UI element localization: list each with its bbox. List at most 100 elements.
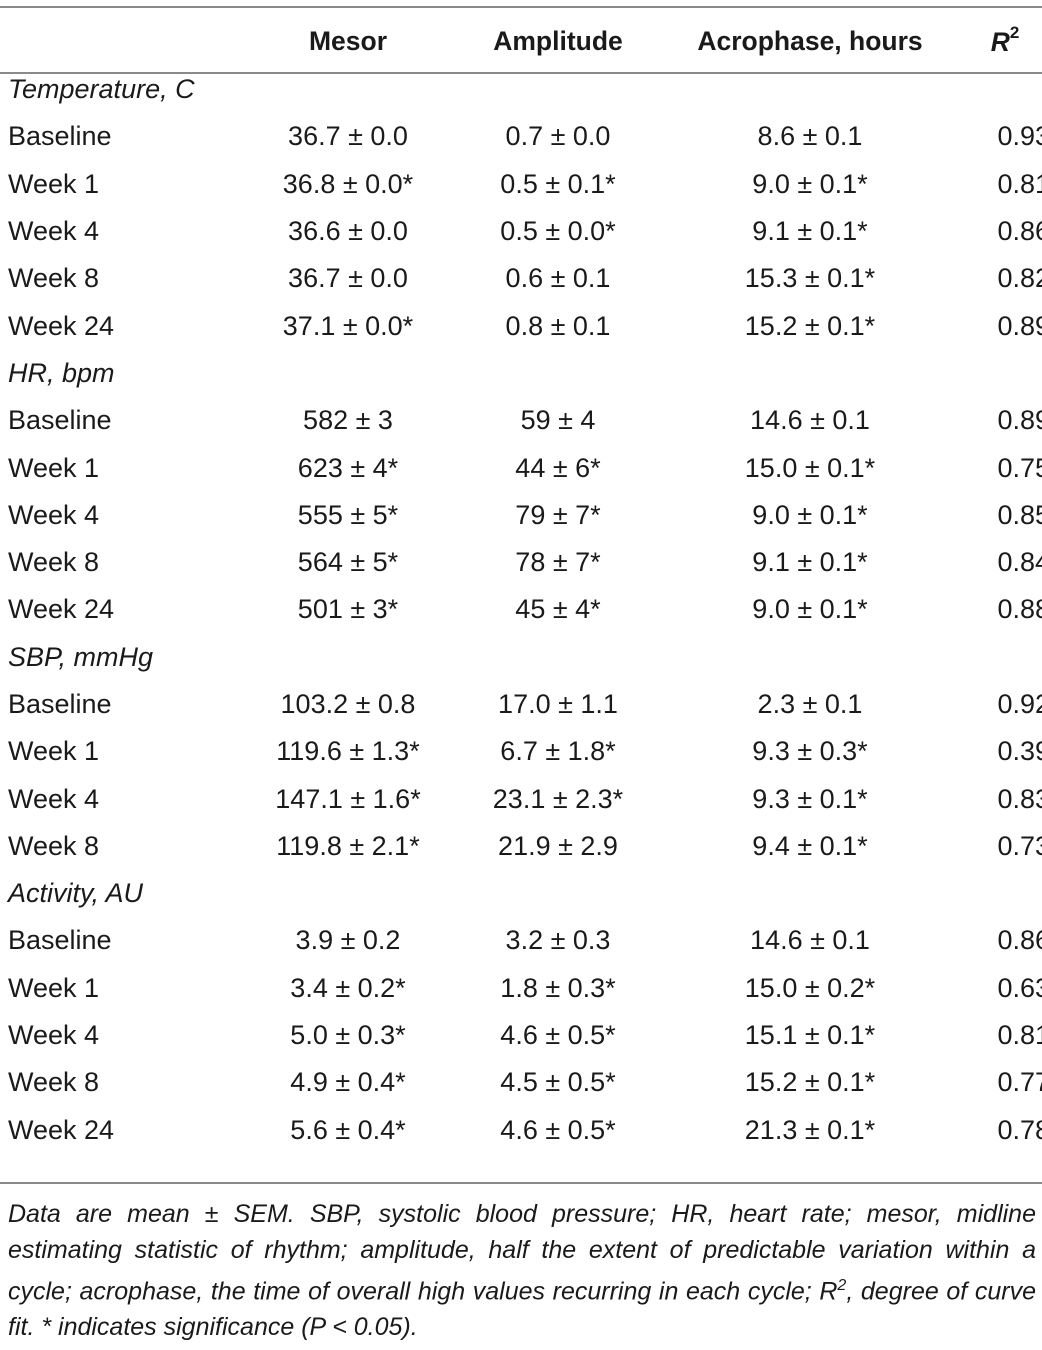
row-label: Baseline bbox=[8, 405, 112, 436]
amplitude-cell: 78 ± 7* bbox=[515, 547, 601, 578]
amplitude-cell: 23.1 ± 2.3* bbox=[492, 783, 624, 814]
acrophase-cell: 9.0 ± 0.1* bbox=[752, 168, 868, 199]
row-label: Week 24 bbox=[8, 594, 115, 625]
acrophase-cell: 9.1 ± 0.1* bbox=[752, 216, 868, 247]
table-row: Week 8 36.7 ± 0.0 0.6 ± 0.1 15.3 ± 0.1* 0.82 bbox=[0, 255, 1042, 302]
r-squared-cell: 0.84 bbox=[997, 547, 1042, 578]
mesor-cell: 103.2 ± 0.8 bbox=[280, 689, 416, 719]
row-label: Week 24 bbox=[8, 310, 115, 341]
table-row: Week 1 3.4 ± 0.2* 1.8 ± 0.3* 15.0 ± 0.2* 0.6… bbox=[0, 965, 1042, 1012]
r-squared-cell: 0.81 bbox=[997, 168, 1042, 199]
mesor-cell: 37.1 ± 0.0* bbox=[282, 310, 414, 341]
amplitude-cell: 3.2 ± 0.3 bbox=[505, 925, 611, 956]
header-amplitude: Amplitude bbox=[493, 26, 623, 56]
acrophase-cell: 21.3 ± 0.1* bbox=[744, 1114, 876, 1145]
amplitude-cell: 0.7 ± 0.0 bbox=[505, 121, 611, 152]
acrophase-cell: 8.6 ± 0.1 bbox=[757, 121, 863, 152]
mesor-cell: 36.8 ± 0.0* bbox=[282, 168, 414, 199]
amplitude-cell: 4.6 ± 0.5* bbox=[500, 1114, 616, 1145]
amplitude-cell: 44 ± 6* bbox=[515, 452, 601, 483]
mesor-cell: 147.1 ± 1.6* bbox=[275, 783, 421, 814]
table-row: Week 4 555 ± 5* 79 ± 7* 9.0 ± 0.1* 0.85 bbox=[0, 492, 1042, 539]
amplitude-cell: 45 ± 4* bbox=[515, 594, 601, 625]
mesor-cell: 555 ± 5* bbox=[297, 499, 399, 530]
mesor-cell: 3.9 ± 0.2 bbox=[295, 925, 401, 956]
r-squared-cell: 0.88 bbox=[997, 594, 1042, 625]
row-label: Week 4 bbox=[8, 499, 100, 530]
r-squared-cell: 0.77 bbox=[997, 1067, 1042, 1098]
amplitude-cell: 17.0 ± 1.1 bbox=[498, 689, 618, 719]
table-row: Week 24 37.1 ± 0.0* 0.8 ± 0.1 15.2 ± 0.1* 0.… bbox=[0, 302, 1042, 349]
r-squared-cell: 0.85 bbox=[997, 499, 1042, 530]
footnote-text-1: Data are mean ± SEM. SBP, systolic blood… bbox=[8, 1200, 1036, 1306]
table-row: Week 8 4.9 ± 0.4* 4.5 ± 0.5* 15.2 ± 0.1* 0.7… bbox=[0, 1059, 1042, 1106]
amplitude-cell: 0.5 ± 0.1* bbox=[500, 168, 616, 199]
table-row: Week 4 147.1 ± 1.6* 23.1 ± 2.3* 9.3 ± 0.1* 0… bbox=[0, 775, 1042, 822]
amplitude-cell: 1.8 ± 0.3* bbox=[500, 972, 616, 1003]
r-squared-cell: 0.86 bbox=[997, 925, 1042, 956]
section-header-row: Activity, AU bbox=[0, 870, 1042, 917]
table-row: Baseline 3.9 ± 0.2 3.2 ± 0.3 14.6 ± 0.1 0.86 bbox=[0, 917, 1042, 964]
mesor-cell: 119.6 ± 1.3* bbox=[276, 736, 420, 767]
amplitude-cell: 59 ± 4 bbox=[520, 405, 596, 436]
mesor-cell: 36.6 ± 0.0 bbox=[288, 216, 408, 247]
mesor-cell: 5.0 ± 0.3* bbox=[290, 1020, 406, 1051]
mesor-cell: 36.7 ± 0.0 bbox=[288, 263, 408, 294]
header-row: Mesor Amplitude Acrophase, hours R2 bbox=[0, 17, 1042, 66]
r-squared-cell: 0.86 bbox=[997, 216, 1042, 247]
amplitude-cell: 0.5 ± 0.0* bbox=[500, 216, 616, 247]
table-header: Mesor Amplitude Acrophase, hours R2 bbox=[0, 17, 1042, 66]
amplitude-cell: 0.6 ± 0.1 bbox=[505, 263, 611, 294]
acrophase-cell: 14.6 ± 0.1 bbox=[750, 405, 870, 436]
header-r2-base: R bbox=[990, 26, 1010, 57]
row-label: Week 4 bbox=[8, 216, 100, 247]
acrophase-cell: 14.6 ± 0.1 bbox=[750, 925, 870, 956]
row-label: Baseline bbox=[8, 925, 112, 956]
row-label: Week 24 bbox=[8, 1114, 115, 1145]
row-label: Week 1 bbox=[8, 168, 100, 199]
acrophase-cell: 15.2 ± 0.1* bbox=[744, 310, 876, 341]
table-footnote: Data are mean ± SEM. SBP, systolic blood… bbox=[8, 1196, 1036, 1345]
section-header-row: Temperature, C bbox=[0, 66, 1042, 113]
acrophase-cell: 9.0 ± 0.1* bbox=[752, 499, 868, 530]
mesor-cell: 5.6 ± 0.4* bbox=[290, 1114, 406, 1145]
row-label: Week 8 bbox=[8, 263, 100, 294]
header-rule bbox=[0, 72, 1042, 74]
amplitude-cell: 0.8 ± 0.1 bbox=[505, 310, 611, 341]
section-title: Temperature, C bbox=[8, 74, 195, 105]
row-label: Baseline bbox=[8, 689, 112, 719]
mesor-cell: 36.7 ± 0.0 bbox=[288, 121, 408, 152]
amplitude-cell: 79 ± 7* bbox=[515, 499, 601, 530]
section-title: SBP, mmHg bbox=[8, 641, 154, 672]
r-squared-cell: 0.39 bbox=[997, 736, 1042, 767]
acrophase-cell: 15.0 ± 0.1* bbox=[744, 452, 876, 483]
row-label: Week 1 bbox=[8, 972, 100, 1003]
acrophase-cell: 15.0 ± 0.2* bbox=[744, 972, 876, 1003]
row-label: Week 8 bbox=[8, 830, 100, 861]
mesor-cell: 582 ± 3 bbox=[303, 405, 393, 436]
amplitude-cell: 6.7 ± 1.8* bbox=[500, 736, 616, 767]
footnote-text-2: , degree of curve fit. * indicates signi… bbox=[8, 1277, 1036, 1342]
row-label: Week 1 bbox=[8, 452, 100, 483]
rhythm-parameters-table: Mesor Amplitude Acrophase, hours R2 Temp… bbox=[0, 17, 1042, 1154]
table-body: Temperature, C Baseline 36.7 ± 0.0 0.7 ± 0.… bbox=[0, 66, 1042, 1154]
header-acrophase: Acrophase, hours bbox=[697, 26, 923, 56]
acrophase-cell: 9.3 ± 0.1* bbox=[752, 783, 868, 814]
acrophase-cell: 9.0 ± 0.1* bbox=[752, 594, 868, 625]
table-row: Baseline 582 ± 3 59 ± 4 14.6 ± 0.1 0.89 bbox=[0, 397, 1042, 444]
mesor-cell: 501 ± 3* bbox=[297, 594, 399, 625]
table-row: Week 8 564 ± 5* 78 ± 7* 9.1 ± 0.1* 0.84 bbox=[0, 539, 1042, 586]
acrophase-cell: 9.4 ± 0.1* bbox=[752, 830, 868, 861]
table-row: Week 24 501 ± 3* 45 ± 4* 9.0 ± 0.1* 0.88 bbox=[0, 586, 1042, 633]
mesor-cell: 3.4 ± 0.2* bbox=[290, 972, 406, 1003]
r-squared-cell: 0.78 bbox=[997, 1114, 1042, 1145]
r-squared-cell: 0.89 bbox=[997, 405, 1042, 436]
table-row: Week 1 36.8 ± 0.0* 0.5 ± 0.1* 9.0 ± 0.1* 0.8… bbox=[0, 161, 1042, 208]
header-mesor: Mesor bbox=[308, 26, 388, 56]
section-title: Activity, AU bbox=[8, 878, 144, 909]
table-row: Baseline 36.7 ± 0.0 0.7 ± 0.0 8.6 ± 0.1 0.93 bbox=[0, 113, 1042, 160]
row-label: Week 8 bbox=[8, 547, 100, 578]
row-label: Week 4 bbox=[8, 783, 100, 814]
table-row: Week 8 119.8 ± 2.1* 21.9 ± 2.9 9.4 ± 0.1* 0.… bbox=[0, 823, 1042, 870]
